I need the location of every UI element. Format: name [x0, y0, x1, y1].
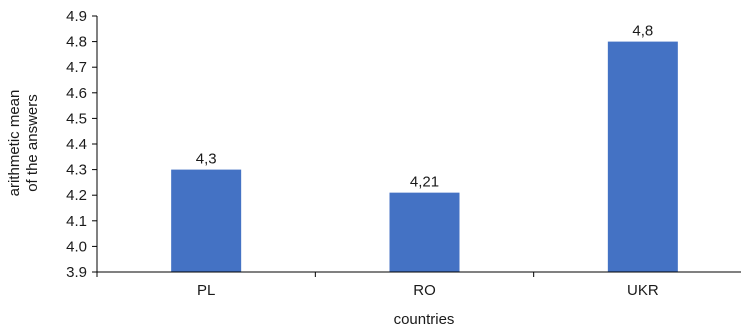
bars: [171, 41, 678, 272]
x-tick-label-ukr: UKR: [627, 282, 659, 299]
data-label-ro: 4,21: [410, 174, 439, 191]
y-tick-label: 4.4: [66, 136, 87, 153]
y-tick-labels: 3.9 4.0 4.1 4.2 4.3 4.4 4.5 4.6 4.7 4.8 4.9: [66, 8, 97, 281]
bar-ro: [389, 192, 460, 272]
y-tick-label: 4.3: [66, 162, 87, 179]
bar-pl: [171, 169, 242, 272]
data-label-pl: 4,3: [196, 151, 217, 168]
y-tick-label: 4.7: [66, 59, 87, 76]
y-tick-label: 4.9: [66, 8, 87, 25]
y-tick-label: 4.6: [66, 85, 87, 102]
y-axis-title-line-1: arithmetic mean: [6, 90, 23, 197]
y-tick-label: 4.5: [66, 110, 87, 127]
x-tick-label-ro: RO: [413, 282, 436, 299]
y-tick-label: 4.2: [66, 187, 87, 204]
y-tick-label: 4.8: [66, 34, 87, 51]
bar-ukr: [607, 41, 678, 272]
data-labels: 4,3 4,21 4,8: [196, 23, 654, 191]
x-tick-labels: PL RO UKR: [96, 272, 659, 299]
data-label-ukr: 4,8: [632, 23, 653, 40]
y-axis-title: arithmetic mean of the answers: [6, 90, 41, 197]
y-tick-label: 3.9: [66, 264, 87, 281]
y-tick-label: 4.1: [66, 213, 87, 230]
x-axis-title: countries: [394, 311, 455, 328]
y-tick-label: 4.0: [66, 238, 87, 255]
x-tick-label-pl: PL: [197, 282, 215, 299]
y-axis-title-line-2: of the answers: [24, 94, 41, 192]
